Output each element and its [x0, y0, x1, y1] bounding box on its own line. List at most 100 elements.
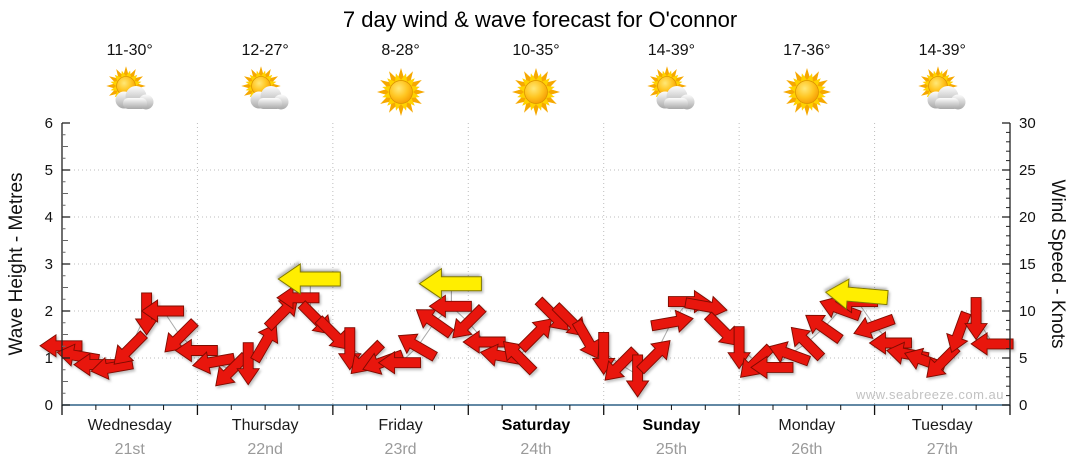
wind-arrow-glyph — [73, 352, 117, 377]
weather-icon-slot — [510, 66, 562, 118]
gridlines — [62, 123, 1010, 405]
wind-arrow-glyph — [428, 294, 472, 319]
wind-arrow-glyph — [377, 350, 422, 375]
cloud — [250, 86, 289, 110]
sun-disc — [794, 80, 819, 104]
watermark: www.seabreeze.com.au — [855, 387, 1004, 402]
right-axis-tick-label: 15 — [1019, 256, 1036, 273]
day-temp: 8-28° — [381, 42, 420, 59]
right-axis-tick-label: 25 — [1019, 162, 1036, 179]
wind-arrow — [946, 310, 972, 354]
wind-arrow — [790, 326, 826, 362]
day-date: 26th — [791, 441, 823, 458]
wind-arrow-glyph — [703, 311, 739, 346]
wind-arrow-glyph — [276, 285, 320, 310]
wind-arrow-glyph — [140, 299, 185, 323]
wind-arrow-glyph — [805, 314, 844, 345]
wind-arrow — [502, 340, 538, 376]
wind-arrow — [964, 297, 988, 341]
right-axis-tick-label: 5 — [1019, 350, 1027, 367]
day-name: Sunday — [642, 417, 701, 434]
day-temp: 17-36° — [783, 42, 831, 59]
wind-arrow — [428, 294, 472, 319]
wind-arrow-glyph — [853, 313, 896, 340]
wind-arrow — [397, 333, 438, 362]
wind-arrow-glyph — [636, 339, 671, 375]
day-temp: 10-35° — [512, 42, 560, 59]
wind-arrow-glyph — [517, 318, 553, 353]
wind-arrow — [276, 285, 320, 310]
wind-arrow-glyph — [314, 315, 350, 350]
wind-arrow — [517, 318, 553, 353]
gust-arrow-glyph — [418, 267, 482, 300]
wind-arrow-glyph — [39, 333, 83, 358]
wind-arrow-glyph — [750, 355, 794, 380]
axes: 0 1 2 3 4 5 6 0 5 10 15 20 25 30 — [45, 115, 1036, 415]
day-date: 23rd — [384, 441, 417, 458]
partly-cloudy-icon — [241, 66, 289, 110]
gust-arrow — [277, 263, 341, 295]
wind-arrow — [140, 299, 185, 323]
wind-arrow — [604, 346, 639, 381]
wind-arrow-glyph — [571, 318, 600, 359]
day-temp: 14-39° — [918, 42, 966, 59]
partly-cloudy-icon — [106, 66, 154, 110]
wind-arrows — [39, 263, 1014, 398]
chart-title: 7 day wind & wave forecast for O'connor — [342, 7, 738, 32]
wind-arrow-glyph — [191, 351, 236, 375]
wind-arrow-glyph — [650, 309, 694, 334]
wind-arrow — [684, 295, 728, 319]
gust-arrow — [824, 278, 889, 311]
wind-arrow — [805, 314, 844, 345]
day-name: Friday — [378, 417, 423, 434]
wind-arrow — [452, 303, 487, 339]
wind-arrow — [462, 330, 506, 354]
wind-arrow-glyph — [625, 354, 650, 398]
day-date: 25th — [655, 441, 687, 458]
weather-icon-slot — [645, 66, 697, 118]
left-axis-tick-label: 5 — [45, 162, 53, 179]
partly-cloudy-icon — [918, 66, 966, 110]
weather-icon-slot — [916, 66, 968, 118]
wind-arrow-glyph — [397, 333, 438, 362]
day-name: Monday — [778, 417, 836, 434]
sunny-icon — [376, 68, 425, 116]
wind-arrow — [650, 309, 694, 334]
wind-arrow — [113, 330, 149, 365]
day-date: 27th — [926, 441, 958, 458]
left-axis-tick-label: 4 — [45, 209, 53, 226]
sun-disc — [388, 80, 413, 104]
wind-arrow — [625, 354, 650, 398]
wind-arrow — [868, 331, 912, 355]
weather-icon-slot — [781, 66, 833, 118]
left-axis-tick-label: 1 — [45, 350, 53, 367]
wind-arrow-glyph — [819, 296, 862, 322]
cloud — [115, 86, 154, 110]
wind-arrow — [571, 318, 600, 359]
wind-arrow-glyph — [684, 295, 728, 319]
wind-arrow — [819, 296, 862, 322]
wind-arrow — [750, 355, 794, 380]
wind-arrow — [215, 351, 250, 387]
wind-arrow — [703, 311, 739, 346]
wind-arrow-glyph — [946, 310, 972, 354]
wind-arrow — [236, 342, 261, 386]
wind-arrow-glyph — [964, 297, 988, 341]
wind-arrow-glyph — [174, 338, 218, 363]
wind-arrow — [314, 315, 350, 350]
wind-arrow-glyph — [462, 330, 506, 354]
cloud — [927, 86, 966, 110]
wind-arrow-glyph — [250, 323, 279, 364]
wind-arrow — [191, 351, 236, 375]
wind-arrow — [377, 350, 422, 375]
wind-arrow-glyph — [868, 331, 912, 355]
wind-arrow-glyph — [502, 340, 538, 376]
wind-arrow — [39, 333, 83, 358]
day-name: Thursday — [231, 417, 299, 434]
gust-arrow-glyph — [824, 278, 889, 311]
weather-icon-slot — [375, 66, 427, 118]
wind-arrow — [853, 313, 896, 340]
day-temp: 14-39° — [647, 42, 696, 59]
